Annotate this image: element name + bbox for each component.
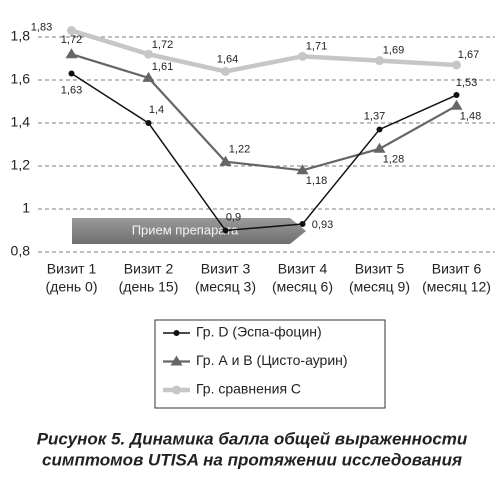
marker: [145, 120, 152, 126]
value-label: 1,67: [458, 49, 479, 61]
marker: [298, 51, 307, 61]
legend-label: Гр. D (Эспа-фоцин): [196, 324, 322, 340]
value-label: 1,71: [306, 40, 327, 52]
y-tick-label: 1,6: [11, 71, 31, 87]
value-label: 1,72: [61, 34, 82, 46]
arrow: [72, 218, 306, 244]
marker: [142, 71, 155, 82]
marker: [373, 142, 386, 153]
y-tick-label: 1,4: [11, 114, 31, 130]
value-label: 1,37: [364, 110, 385, 122]
x-tick-label: Визит 4: [278, 261, 328, 277]
value-label: 1,48: [460, 111, 481, 123]
legend-label: Гр. сравнения С: [196, 381, 301, 397]
x-tick-label: (день 0): [46, 279, 98, 295]
marker: [219, 155, 232, 166]
x-tick-label: Визит 1: [47, 261, 97, 277]
y-tick-label: 0,8: [11, 243, 31, 259]
annotation: Прием препарата: [132, 222, 239, 237]
y-tick-label: 1,8: [11, 28, 31, 44]
y-tick-label: 1,2: [11, 157, 31, 173]
value-label: 1,22: [229, 144, 250, 156]
marker: [296, 164, 309, 175]
x-tick-label: (месяц 12): [422, 279, 491, 295]
marker: [452, 60, 461, 70]
caption: Рисунок 5. Динамика балла общей выраженн…: [37, 429, 468, 448]
series-line: [71, 72, 457, 232]
value-label: 1,18: [306, 175, 327, 187]
marker: [173, 330, 180, 336]
x-tick-label: (месяц 9): [349, 279, 410, 295]
x-tick-label: (день 15): [119, 279, 179, 295]
marker: [450, 99, 463, 110]
x-tick-label: (месяц 6): [272, 279, 333, 295]
legend-label: Гр. А и В (Цисто-аурин): [196, 352, 348, 368]
marker: [299, 221, 306, 228]
marker: [375, 56, 384, 66]
value-label: 1,72: [152, 39, 173, 51]
legend-box: [154, 319, 386, 409]
marker: [144, 49, 153, 59]
value-label: 1,4: [149, 104, 164, 116]
x-tick-label: Визит 3: [201, 261, 251, 277]
marker: [68, 70, 75, 77]
value-label: 1,63: [61, 84, 82, 96]
series-line: [71, 53, 458, 172]
x-tick-label: Визит 5: [355, 261, 405, 277]
marker: [222, 227, 229, 234]
marker: [67, 26, 76, 36]
marker: [172, 385, 181, 395]
marker: [221, 66, 230, 76]
x-tick-label: Визит 2: [124, 261, 174, 277]
marker: [170, 355, 183, 366]
marker: [65, 48, 78, 59]
marker: [453, 92, 460, 99]
value-label: 0,93: [312, 219, 333, 231]
x-tick-label: (месяц 3): [195, 279, 256, 295]
value-label: 1,28: [383, 154, 404, 166]
caption: симптомов UTISA на протяжении исследован…: [42, 450, 462, 469]
y-tick-label: 1: [22, 200, 30, 216]
series-line: [70, 28, 457, 74]
value-label: 0,9: [226, 211, 241, 223]
value-label: 1,53: [456, 77, 477, 89]
value-label: 1,64: [217, 53, 238, 65]
value-label: 1,61: [152, 61, 173, 73]
x-tick-label: Визит 6: [432, 261, 482, 277]
value-label: 1,83: [31, 21, 52, 33]
marker: [376, 126, 383, 133]
value-label: 1,69: [383, 45, 404, 57]
